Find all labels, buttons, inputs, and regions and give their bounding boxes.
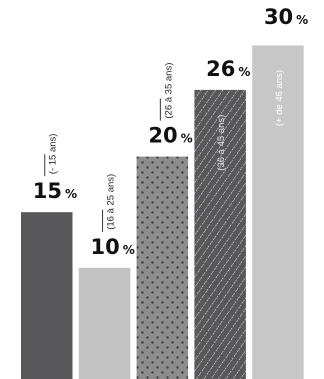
category-label-5: (+ de 46 ans)	[274, 70, 285, 126]
bar-5	[252, 45, 304, 379]
bar-1	[21, 212, 73, 379]
value-label-5: 30%	[264, 5, 308, 29]
category-label-2: (16 à 25 ans)	[106, 174, 117, 230]
bar-3	[136, 156, 189, 379]
category-label-4: (36 à 45 ans)	[216, 115, 227, 171]
bar-4	[194, 89, 246, 379]
category-label-3: (26 à 35 ans)	[163, 63, 174, 119]
bar-2	[78, 267, 131, 379]
value-label-1: 15%	[33, 179, 77, 203]
value-label-4: 26%	[206, 57, 250, 81]
value-label-3: 20%	[148, 124, 192, 148]
value-label-2: 10%	[91, 235, 135, 259]
category-label-1: (- 15 ans)	[48, 134, 59, 175]
